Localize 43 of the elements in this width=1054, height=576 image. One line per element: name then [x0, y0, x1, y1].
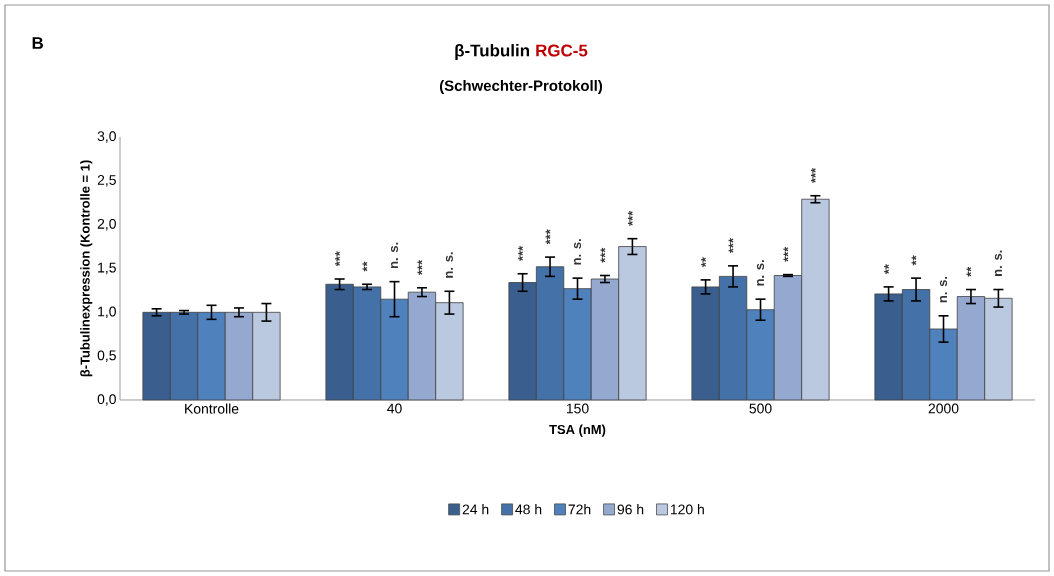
- data-label: ***: [518, 245, 523, 261]
- text: RGC-5: [536, 44, 588, 57]
- data-label: n. s.: [445, 252, 453, 278]
- data-label: **: [701, 257, 706, 268]
- x-tick-label: Kontrolle: [185, 403, 239, 414]
- y-tick-label: 3,0: [97, 131, 116, 143]
- y-tick-label: 1,5: [98, 262, 116, 275]
- data-label: **: [884, 264, 889, 275]
- data-label: ***: [627, 210, 633, 226]
- y-axis-title: β-Tubulinexpression (Kontrolle = 1): [80, 160, 93, 377]
- chart-subtitle: (Schwechter-Protokoll): [439, 80, 603, 94]
- data-label: ***: [600, 247, 606, 263]
- data-label: ***: [810, 167, 816, 183]
- y-tick-label: 0,5: [97, 350, 116, 362]
- data-label: ***: [783, 246, 789, 262]
- data-label: ***: [545, 229, 551, 245]
- legend-label: 72h: [568, 504, 591, 515]
- y-tick-label: 2,5: [97, 175, 116, 187]
- data-label: n. s.: [756, 260, 765, 286]
- y-tick-label: 0,0: [97, 394, 116, 406]
- legend-label: 120 h: [670, 504, 704, 515]
- y-tick-label: 2,0: [97, 218, 116, 231]
- chart-title: β-Tubulin: [455, 44, 530, 60]
- x-axis-title: TSA (nM): [549, 424, 606, 437]
- data-label: **: [966, 266, 972, 277]
- text: B: [32, 37, 43, 49]
- data-label: n. s.: [573, 239, 582, 265]
- data-label: ***: [728, 238, 734, 254]
- data-label: n. s.: [939, 276, 948, 303]
- x-tick-label: 500: [749, 403, 772, 414]
- x-tick-label: 2000: [928, 403, 959, 414]
- data-label: ***: [335, 251, 340, 267]
- x-tick-label: 150: [566, 403, 589, 414]
- data-label: **: [362, 261, 368, 272]
- legend-label: 24 h: [462, 504, 489, 515]
- data-label: n. s.: [994, 250, 1002, 276]
- data-label: **: [911, 255, 917, 266]
- data-label: n. s.: [390, 242, 399, 269]
- data-label: ***: [417, 259, 423, 276]
- legend-label: 48 h: [515, 504, 542, 515]
- legend-label: 96 h: [617, 504, 644, 515]
- x-tick-label: 40: [387, 403, 402, 414]
- y-tick-label: 1,0: [98, 306, 116, 319]
